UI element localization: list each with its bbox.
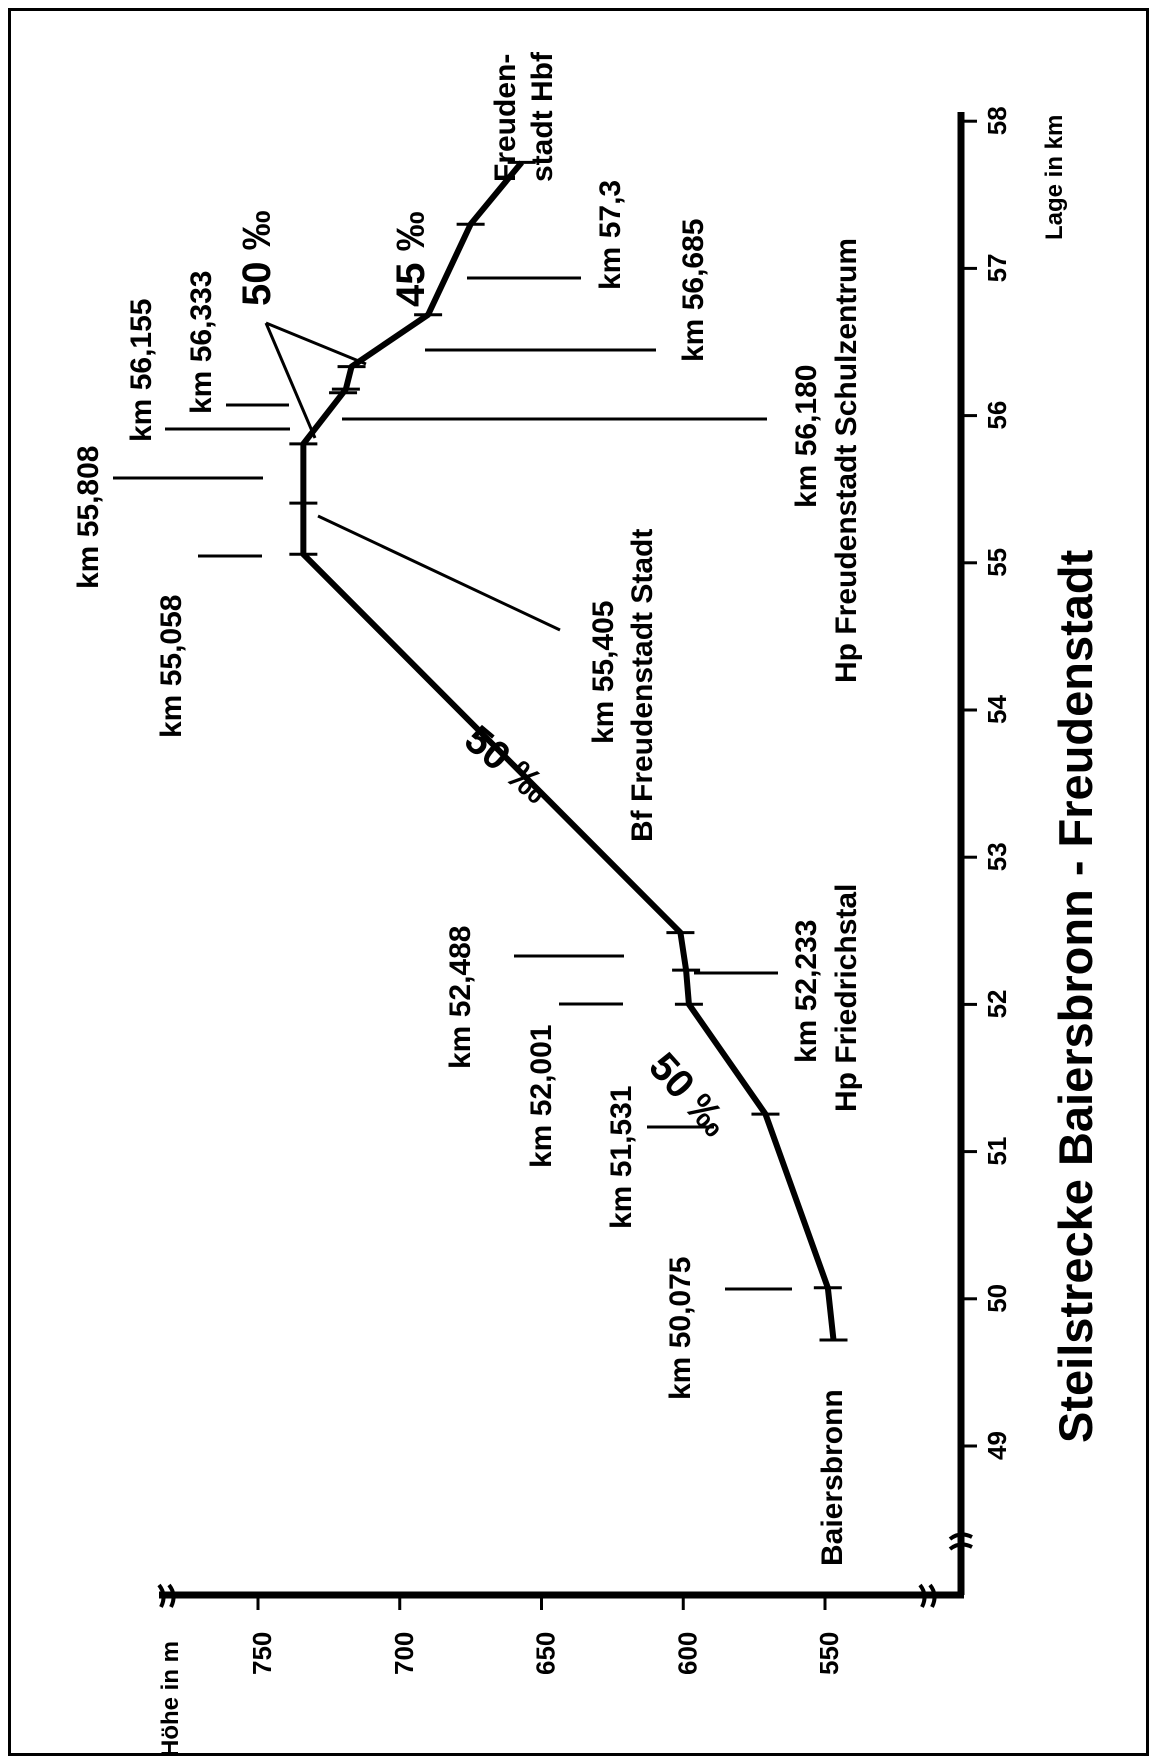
station-label-hbf-line1: Freuden-: [489, 54, 522, 182]
x-tick-label: 54: [982, 695, 1012, 724]
y-axis-label: Höhe in m: [157, 1641, 184, 1757]
y-tick-label: 550: [814, 1632, 844, 1675]
km-label-55405: km 55,405: [587, 601, 620, 744]
leader-50-permille-b: [264, 322, 317, 439]
x-axis-break-mark: [948, 1532, 973, 1551]
y-tick-label: 650: [531, 1632, 561, 1675]
station-label-freudenstadt-stadt: Bf Freudenstadt Stadt: [626, 529, 659, 842]
x-tick-label: 50: [982, 1284, 1012, 1313]
x-tick-label: 56: [982, 401, 1012, 430]
gradient-label-top: 50 ‰: [235, 210, 279, 306]
elevation-profile-line: [300, 160, 837, 1341]
x-tick-label: 55: [982, 548, 1012, 577]
annotation-km-label: km 57,3: [594, 180, 627, 290]
x-tick-label: 58: [982, 106, 1012, 135]
x-tick-label: 57: [982, 253, 1012, 282]
y-tick-label: 600: [672, 1632, 702, 1675]
annotation-km-label: km 55,808: [72, 446, 105, 589]
annotation-km-label: km 56,155: [125, 299, 158, 442]
gradient-label-lower: 50 ‰: [640, 1045, 737, 1145]
annotation-km-label: km 56,685: [677, 219, 710, 362]
station-label-baiersbronn: Baiersbronn: [816, 1389, 849, 1566]
annotation-km-label: km 56,333: [185, 271, 218, 414]
km-label-52233: km 52,233: [790, 920, 823, 1063]
x-tick-label: 49: [982, 1431, 1012, 1460]
x-axis-label: Lage in km: [1041, 115, 1068, 240]
x-tick-label: 52: [982, 989, 1012, 1018]
x-tick-label: 51: [982, 1137, 1012, 1166]
annotation-km-label: km 50,075: [664, 1257, 697, 1400]
leader-freudenstadt-stadt: [317, 514, 561, 632]
y-axis-break-mark-1: [918, 1583, 937, 1608]
plot-area: 49 50 51 52 53 54 55 56 57 58 550 600 650 700 750 km 50…: [72, 106, 1012, 1675]
annotation-km-label: km 52,488: [444, 926, 477, 1069]
annotation-km-label: km 52,001: [525, 1025, 558, 1168]
annotation-km-label: km 55,058: [155, 595, 188, 738]
leader-50-permille-a: [265, 321, 367, 366]
x-tick-label: 53: [982, 842, 1012, 871]
y-axis-break-mark-2: [157, 1583, 176, 1608]
y-tick-label: 700: [389, 1632, 419, 1675]
km-label-56180: km 56,180: [790, 365, 823, 508]
annotation-km-label: km 51,531: [605, 1086, 638, 1229]
station-label-schulzentrum: Hp Freudenstadt Schulzentrum: [830, 238, 863, 683]
station-label-friedrichstal: Hp Friedrichstal: [830, 884, 863, 1112]
chart-title: Steilstrecke Baiersbronn - Freudenstadt: [1049, 549, 1102, 1443]
y-tick-label: 750: [247, 1632, 277, 1675]
chart-frame: [8, 8, 1149, 1756]
gradient-label-45: 45 ‰: [389, 211, 433, 307]
station-label-hbf-line2: stadt Hbf: [526, 51, 559, 182]
